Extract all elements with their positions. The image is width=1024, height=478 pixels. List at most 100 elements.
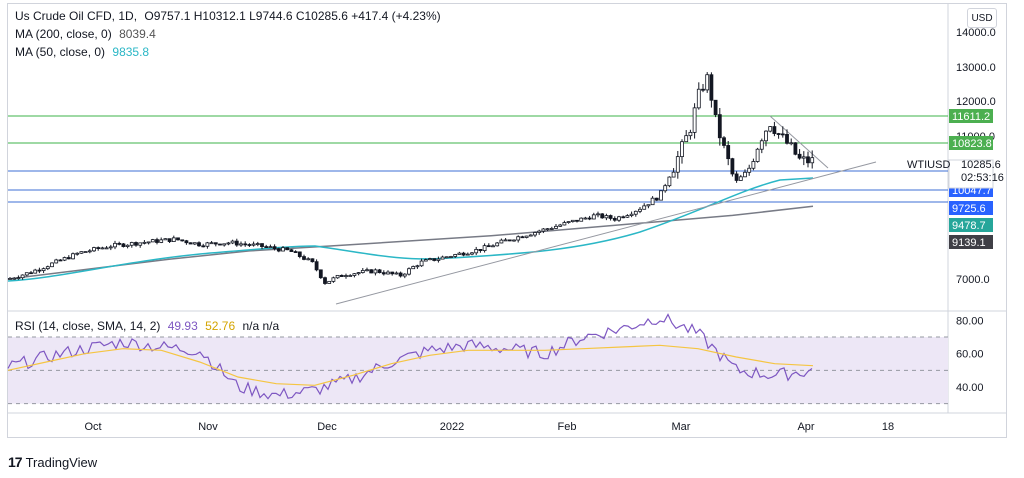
candle-body bbox=[239, 243, 243, 246]
candle-body bbox=[705, 74, 710, 91]
candle-body bbox=[717, 114, 722, 139]
candle-body bbox=[281, 247, 285, 252]
candle-body bbox=[549, 228, 554, 230]
candle-body bbox=[75, 252, 80, 255]
candle-body bbox=[604, 215, 609, 219]
candle-body bbox=[352, 273, 357, 276]
candle-body bbox=[713, 99, 718, 116]
candle-body bbox=[167, 238, 172, 242]
candle-body bbox=[297, 251, 302, 257]
candle-body bbox=[495, 242, 500, 247]
candle-body bbox=[146, 241, 151, 244]
symbol-tag: WTIUSD bbox=[907, 159, 951, 171]
candle-body bbox=[688, 131, 693, 137]
candle-body bbox=[71, 253, 75, 260]
rsi-y-tick-label: 40.00 bbox=[956, 382, 984, 394]
candle-body bbox=[87, 250, 92, 253]
candle-body bbox=[680, 141, 684, 158]
candle-body bbox=[562, 222, 567, 226]
level-tag-bg bbox=[949, 218, 993, 232]
candle-body bbox=[104, 247, 109, 250]
candle-body bbox=[663, 185, 668, 192]
candle-body bbox=[759, 140, 764, 150]
y-tick-label: 13000.0 bbox=[956, 62, 996, 74]
candle-body bbox=[37, 269, 42, 272]
candle-body bbox=[394, 272, 399, 275]
candle-body bbox=[276, 248, 281, 252]
candle-body bbox=[465, 253, 470, 256]
candle-body bbox=[192, 242, 197, 245]
candle-body bbox=[285, 247, 290, 251]
chart-frame bbox=[7, 3, 1007, 438]
candle-body bbox=[524, 235, 529, 238]
candle-body bbox=[772, 126, 777, 134]
candle-body bbox=[482, 245, 487, 251]
candle-body bbox=[247, 244, 252, 246]
candle-body bbox=[176, 237, 180, 241]
candle-body bbox=[646, 204, 651, 207]
candle-body bbox=[335, 274, 340, 279]
candle-body bbox=[444, 256, 449, 259]
candle-body bbox=[415, 265, 420, 268]
candle-body bbox=[806, 156, 810, 164]
candle-body bbox=[411, 266, 416, 270]
candle-body bbox=[20, 274, 25, 279]
candle-body bbox=[419, 260, 424, 267]
candle-body bbox=[789, 142, 794, 145]
candle-body bbox=[436, 258, 441, 261]
candle-body bbox=[360, 270, 365, 273]
candle-body bbox=[310, 258, 315, 263]
candle-body bbox=[306, 258, 311, 261]
candle-body bbox=[642, 205, 647, 210]
candle-body bbox=[474, 249, 479, 254]
candle-body bbox=[188, 242, 193, 245]
tradingview-logo-icon: 17 bbox=[8, 454, 23, 470]
y-tick-label: 14000.0 bbox=[956, 27, 996, 39]
candle-body bbox=[243, 243, 248, 246]
candle-body bbox=[747, 167, 752, 173]
candle-body bbox=[134, 242, 138, 246]
candle-body bbox=[327, 280, 332, 284]
currency-button[interactable]: USD bbox=[967, 8, 997, 28]
legend-ma50-value: 9835.8 bbox=[112, 45, 150, 59]
candle-body bbox=[793, 142, 798, 155]
candle-body bbox=[155, 239, 159, 243]
candle-body bbox=[738, 176, 743, 181]
candle-body bbox=[138, 242, 143, 246]
legend-rsi-value: 49.93 bbox=[167, 319, 198, 333]
legend-ma200-label: MA (200, close, 0) bbox=[15, 27, 112, 41]
candle-body bbox=[612, 218, 617, 221]
candle-body bbox=[486, 245, 491, 248]
candle-body bbox=[440, 256, 445, 260]
candle-body bbox=[432, 258, 437, 261]
x-tick-label: Mar bbox=[672, 421, 691, 433]
last-price-box bbox=[948, 159, 994, 189]
candle-body bbox=[449, 256, 453, 258]
candle-body bbox=[478, 249, 483, 251]
brand-label: TradingView bbox=[25, 454, 98, 470]
candle-body bbox=[667, 176, 672, 187]
candle-body bbox=[423, 259, 428, 262]
rsi-y-tick-label: 80.00 bbox=[956, 315, 984, 327]
tradingview-brand[interactable]: 17 TradingView bbox=[8, 452, 97, 472]
candle-body bbox=[537, 230, 542, 233]
level-tag-bg bbox=[949, 201, 993, 215]
legend-rsi-sma-value: 52.76 bbox=[205, 319, 236, 333]
candle-body bbox=[83, 251, 88, 253]
candle-body bbox=[617, 216, 621, 221]
candle-body bbox=[629, 213, 634, 216]
candle-body bbox=[121, 243, 126, 247]
candle-body bbox=[272, 246, 277, 250]
candle-body bbox=[709, 74, 714, 101]
candle-body bbox=[171, 237, 176, 242]
candle-body bbox=[528, 234, 533, 237]
price-chart[interactable]: 14000.013000.012000.011000.07000.080.006… bbox=[0, 0, 1024, 445]
candle-body bbox=[533, 232, 537, 236]
candle-body bbox=[302, 256, 306, 260]
candle-body bbox=[226, 242, 231, 245]
candle-body bbox=[348, 275, 353, 277]
candle-body bbox=[108, 246, 113, 249]
candle-body bbox=[62, 257, 67, 261]
candle-body bbox=[318, 269, 323, 279]
candle-body bbox=[255, 243, 260, 245]
